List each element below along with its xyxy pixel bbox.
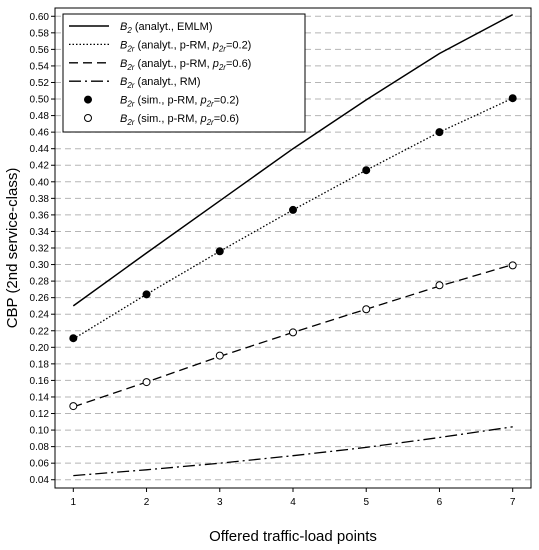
series-line xyxy=(73,426,513,477)
y-axis-title: CBP (2nd service-class) xyxy=(4,168,21,329)
data-point xyxy=(289,205,297,214)
y-tick-label: 0.42 xyxy=(30,161,50,172)
y-tick-label: 0.04 xyxy=(30,475,50,486)
x-tick-label: 2 xyxy=(144,497,150,508)
data-point xyxy=(435,281,444,290)
legend-entry: B2r (analyt., p-RM, p2r=0.6) xyxy=(69,58,251,72)
legend-label: B2r (analyt., p-RM, p2r=0.2) xyxy=(120,39,251,53)
legend-entry: B2r (analyt., p-RM, p2r=0.2) xyxy=(69,39,251,53)
legend-label: B2r (analyt., p-RM, p2r=0.6) xyxy=(120,58,251,72)
y-tick-label: 0.26 xyxy=(30,293,50,304)
data-point xyxy=(215,247,224,256)
y-tick-label: 0.36 xyxy=(30,210,50,221)
legend-marker xyxy=(84,114,92,122)
y-tick-label: 0.14 xyxy=(30,392,50,403)
data-point xyxy=(508,94,517,103)
legend-label: B2r (analyt., RM) xyxy=(120,76,200,90)
data-point xyxy=(362,166,371,175)
y-tick-label: 0.10 xyxy=(30,426,50,437)
y-tick-label: 0.06 xyxy=(30,459,50,470)
y-tick-label: 0.32 xyxy=(30,244,50,255)
data-point xyxy=(289,328,297,337)
x-tick-label: 4 xyxy=(290,497,296,508)
y-tick-label: 0.50 xyxy=(30,95,50,106)
series-6 xyxy=(69,261,517,411)
y-tick-label: 0.22 xyxy=(30,326,50,337)
y-tick-label: 0.46 xyxy=(30,128,50,139)
legend-entry: B2 (analyt., EMLM) xyxy=(69,21,212,35)
y-tick-label: 0.08 xyxy=(30,442,50,453)
y-tick-label: 0.12 xyxy=(30,409,50,420)
data-point xyxy=(362,305,371,314)
x-tick-label: 6 xyxy=(437,497,443,508)
legend-label: B2 (analyt., EMLM) xyxy=(120,21,212,35)
series-group xyxy=(69,13,517,477)
y-tick-label: 0.28 xyxy=(30,277,50,288)
y-tick-label: 0.24 xyxy=(30,310,50,321)
legend-marker xyxy=(84,95,92,104)
y-tick-label: 0.20 xyxy=(30,343,50,354)
data-point xyxy=(142,290,151,299)
legend-box xyxy=(62,13,306,133)
y-tick-label: 0.48 xyxy=(30,111,50,122)
y-axis-ticks: 0.04 0.06 0.08 0.10 0.12 0.14 0.16 0.18 0.20 0.22… xyxy=(30,12,55,486)
x-tick-label: 5 xyxy=(363,497,369,508)
series-5 xyxy=(69,94,517,343)
y-tick-label: 0.34 xyxy=(30,227,50,238)
x-tick-label: 1 xyxy=(71,497,77,508)
legend-entry: B2r (sim., p-RM, p2r=0.6) xyxy=(84,113,239,127)
y-tick-label: 0.58 xyxy=(30,28,50,39)
legend: B2 (analyt., EMLM) B2r (analyt., p-RM, p2… xyxy=(62,13,306,133)
series-1 xyxy=(72,13,514,307)
data-point xyxy=(142,378,151,387)
data-point xyxy=(69,402,78,411)
legend-label: B2r (sim., p-RM, p2r=0.6) xyxy=(120,113,239,127)
legend-entry: B2r (analyt., RM) xyxy=(69,76,200,90)
y-tick-label: 0.38 xyxy=(30,194,50,205)
y-tick-label: 0.54 xyxy=(30,61,50,72)
data-point xyxy=(508,261,517,270)
y-tick-label: 0.52 xyxy=(30,78,50,89)
x-axis-title: Offered traffic-load points xyxy=(209,528,377,545)
y-tick-label: 0.30 xyxy=(30,260,50,271)
legend-entry: B2r (sim., p-RM, p2r=0.2) xyxy=(84,95,239,109)
y-tick-label: 0.60 xyxy=(30,12,50,23)
y-tick-label: 0.16 xyxy=(30,376,50,387)
data-point xyxy=(69,334,78,343)
series-line xyxy=(72,13,514,307)
legend-label: B2r (sim., p-RM, p2r=0.2) xyxy=(120,95,239,109)
data-point xyxy=(435,128,444,137)
data-point xyxy=(215,351,224,360)
y-tick-label: 0.18 xyxy=(30,359,50,370)
x-tick-label: 3 xyxy=(217,497,223,508)
x-axis-ticks: 1 2 3 4 5 6 7 xyxy=(71,488,516,508)
y-tick-label: 0.56 xyxy=(30,45,50,56)
y-tick-label: 0.44 xyxy=(30,144,50,155)
y-tick-label: 0.40 xyxy=(30,177,50,188)
x-tick-label: 7 xyxy=(510,497,516,508)
series-4 xyxy=(73,426,513,477)
